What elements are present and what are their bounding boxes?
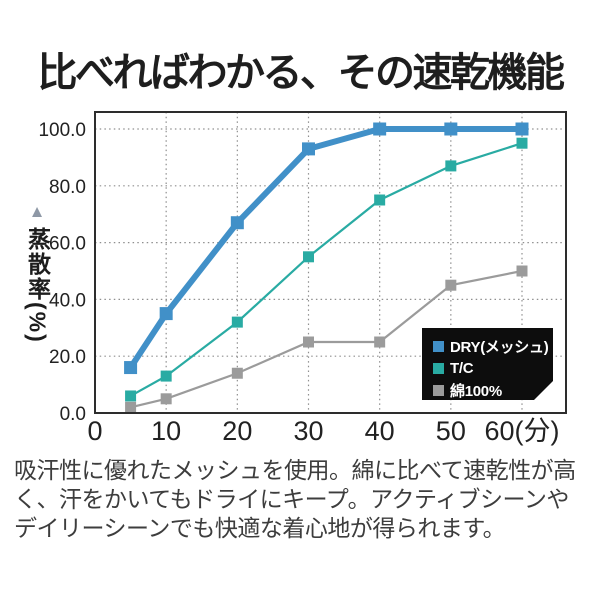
legend-swatch-icon bbox=[433, 385, 444, 396]
x-tick-label: 0 bbox=[87, 416, 102, 446]
series-marker bbox=[160, 370, 172, 382]
legend-item: 綿100% bbox=[433, 380, 545, 400]
y-tick-label: 60.0 bbox=[49, 234, 86, 255]
x-tick-label: 40 bbox=[365, 416, 395, 446]
legend-swatch-icon bbox=[433, 341, 444, 352]
series-marker bbox=[516, 265, 528, 277]
legend-label: T/C bbox=[450, 359, 474, 377]
legend-label: 綿100% bbox=[450, 382, 502, 400]
series-marker bbox=[124, 361, 138, 375]
series-marker bbox=[303, 251, 314, 263]
plot-border bbox=[94, 111, 567, 414]
legend-swatch-icon bbox=[433, 363, 444, 374]
y-axis-label: ▲ 蒸散率(%) bbox=[18, 203, 56, 344]
series-marker bbox=[231, 367, 243, 379]
chart-legend: DRY(メッシュ) T/C 綿100% bbox=[422, 328, 553, 400]
y-tick-label: 20.0 bbox=[49, 347, 86, 368]
legend-item: T/C bbox=[433, 358, 545, 378]
series-marker bbox=[302, 142, 315, 156]
page-title: 比べればわかる、その速乾機能 bbox=[37, 51, 566, 95]
x-tick-label: 20 bbox=[222, 416, 252, 446]
series-marker bbox=[125, 390, 137, 402]
x-tick-label: 50 bbox=[436, 416, 466, 446]
series-marker bbox=[230, 216, 244, 230]
series-marker bbox=[303, 336, 314, 348]
series-marker bbox=[374, 194, 386, 206]
series-marker bbox=[159, 307, 173, 321]
legend-item: DRY(メッシュ) bbox=[433, 336, 545, 356]
x-tick-label: 60(分) bbox=[484, 416, 559, 446]
x-tick-label: 30 bbox=[293, 416, 323, 446]
series-marker bbox=[231, 316, 243, 328]
legend-label: DRY(メッシュ) bbox=[450, 338, 549, 356]
series-marker bbox=[373, 122, 387, 136]
triangle-up-icon: ▲ bbox=[28, 202, 46, 221]
series-marker bbox=[445, 160, 457, 172]
description-text: 吸汗性に優れたメッシュを使用。綿に比べて速乾性が高く、汗をかいてもドライにキープ… bbox=[14, 457, 576, 541]
series-marker bbox=[374, 336, 386, 348]
chart-svg: 0 10 20 30 40 50 60(分) 0.0 20.0 40.0 60.0 80.0 100.0 bbox=[38, 111, 567, 446]
series-marker bbox=[125, 401, 137, 413]
series-marker bbox=[515, 122, 529, 136]
series-marker bbox=[516, 137, 528, 149]
y-axis-title: 蒸散率(%) bbox=[24, 227, 51, 344]
y-tick-label: 100.0 bbox=[38, 120, 86, 141]
x-tick-label: 10 bbox=[151, 416, 181, 446]
series-marker bbox=[160, 393, 172, 405]
y-tick-label: 80.0 bbox=[49, 177, 86, 198]
y-tick-label: 0.0 bbox=[60, 404, 86, 425]
series-marker bbox=[444, 122, 458, 136]
series-marker bbox=[445, 279, 457, 291]
y-tick-label: 40.0 bbox=[49, 290, 86, 311]
